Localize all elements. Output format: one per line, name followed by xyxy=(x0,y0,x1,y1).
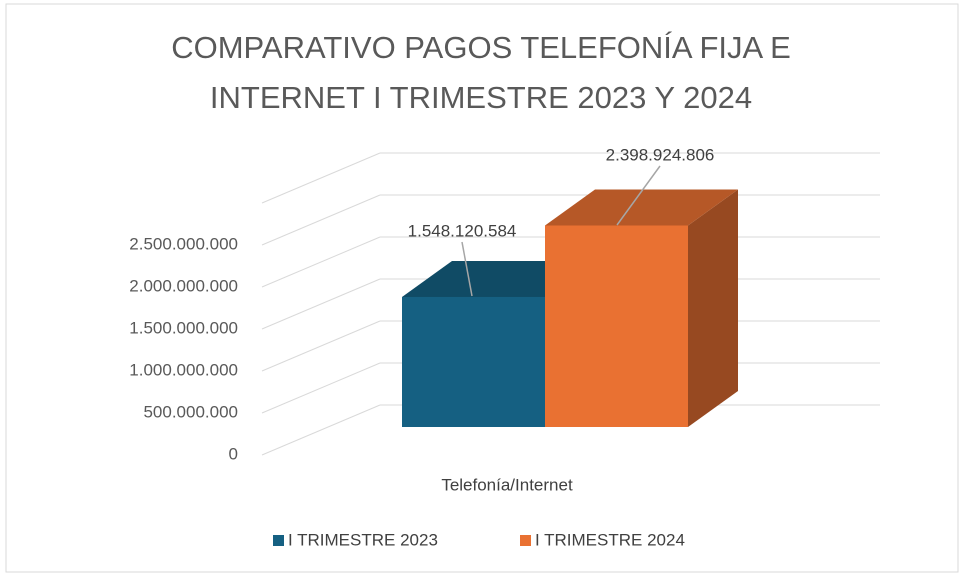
bar-side xyxy=(688,189,738,427)
grid-line xyxy=(261,152,381,204)
leader-line xyxy=(616,165,661,226)
bar xyxy=(545,225,688,427)
data-label: 1.548.120.584 xyxy=(408,221,517,240)
legend-label: I TRIMESTRE 2024 xyxy=(535,530,685,549)
legend-swatch xyxy=(520,535,531,546)
y-tick-label: 1.500.000.000 xyxy=(129,318,238,337)
grid-line xyxy=(261,362,381,414)
y-tick-label: 500.000.000 xyxy=(143,402,238,421)
grid-line xyxy=(261,236,381,288)
y-tick-label: 1.000.000.000 xyxy=(129,360,238,379)
y-tick-label: 2.500.000.000 xyxy=(129,234,238,253)
leader-line xyxy=(461,241,473,297)
grid-line xyxy=(261,404,381,456)
y-tick-label: 0 xyxy=(229,444,238,463)
chart-title: INTERNET I TRIMESTRE 2023 Y 2024 xyxy=(210,80,752,115)
data-label: 2.398.924.806 xyxy=(606,145,715,164)
grid-line xyxy=(261,278,381,330)
legend-label: I TRIMESTRE 2023 xyxy=(288,530,438,549)
grid-line xyxy=(261,194,381,246)
grid-line xyxy=(261,320,381,372)
y-tick-label: 2.000.000.000 xyxy=(129,276,238,295)
legend-swatch xyxy=(273,535,284,546)
chart-title: COMPARATIVO PAGOS TELEFONÍA FIJA E xyxy=(171,30,791,65)
x-tick-label: Telefonía/Internet xyxy=(441,475,573,494)
bar-top xyxy=(545,189,738,226)
bar xyxy=(402,296,545,427)
